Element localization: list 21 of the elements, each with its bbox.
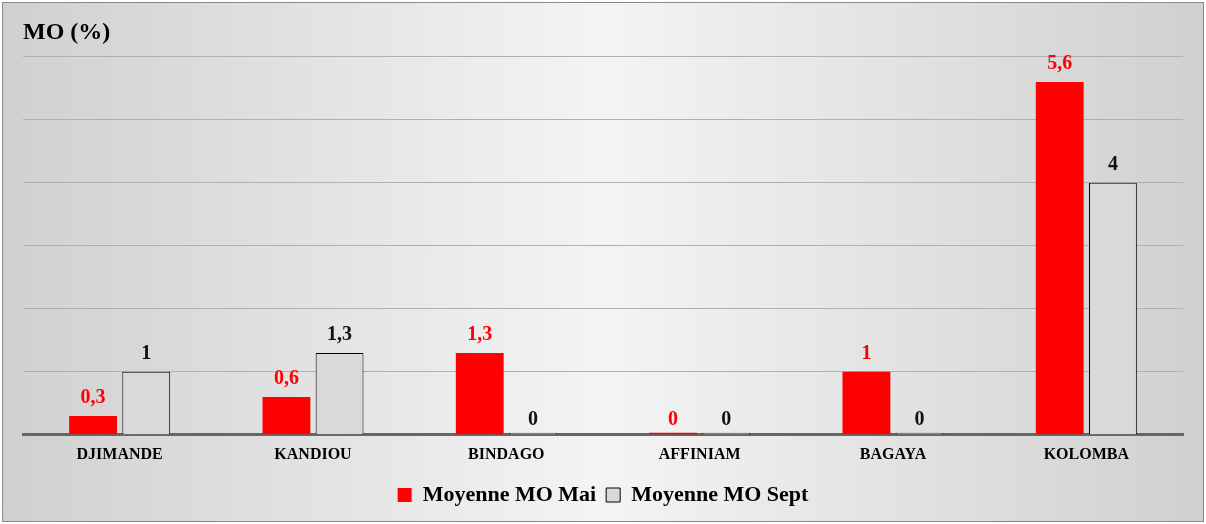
x-tick-label: BINDAGO	[468, 444, 545, 462]
x-tick-label: BAGAYA	[859, 444, 927, 462]
x-tick-label: AFFINIAM	[658, 444, 741, 462]
data-label: 1,3	[327, 322, 353, 345]
x-tick-label: KANDIOU	[274, 444, 353, 462]
data-label: 0	[668, 406, 679, 429]
data-label: 0,6	[273, 366, 299, 389]
legend-label: Moyenne MO Mai	[422, 480, 597, 506]
data-label: 1,3	[467, 322, 493, 345]
data-label: 1	[141, 340, 152, 363]
data-label: 5,6	[1047, 51, 1073, 74]
data-label: 4	[1107, 151, 1118, 174]
data-label: 0,3	[80, 385, 106, 408]
x-tick-label: DJIMANDE	[76, 444, 163, 462]
data-label: 0	[914, 406, 925, 429]
data-label: 0	[721, 406, 732, 429]
data-label: 0	[527, 406, 538, 429]
chart-title: MO (%)	[23, 17, 111, 44]
x-tick-label: KOLOMBA	[1043, 444, 1130, 462]
data-label: 1	[861, 340, 872, 363]
legend-label: Moyenne MO Sept	[631, 480, 810, 506]
